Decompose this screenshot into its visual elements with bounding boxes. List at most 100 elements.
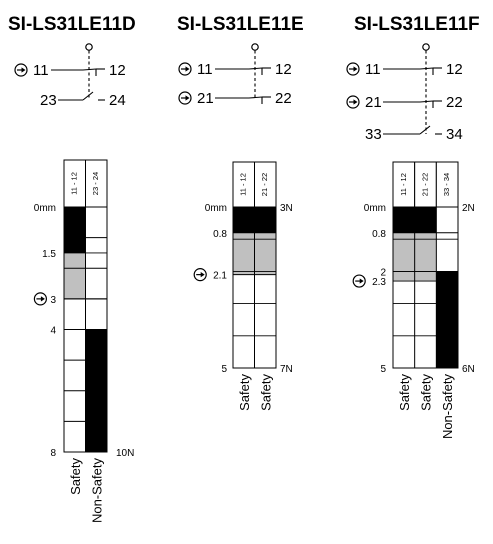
contact-category-label: Safety bbox=[397, 374, 412, 411]
terminal-label: 12 bbox=[109, 62, 126, 79]
contact-21-22: 21 22 bbox=[178, 90, 292, 107]
transition-bar bbox=[414, 232, 437, 282]
column-11-12 bbox=[393, 207, 415, 368]
terminal-label: 21 bbox=[197, 90, 214, 107]
force-start-label: 2N bbox=[462, 203, 475, 214]
model-title: SI-LS31LE11F bbox=[354, 14, 480, 35]
contact-category-label: Non-Safety bbox=[89, 458, 104, 524]
contact-23-24: 23 24 bbox=[40, 91, 126, 109]
switch-d: SI-LS31LE11D 11 12 23 24 11 - 12 23 - 24 0mm 1.5… bbox=[8, 14, 136, 523]
column-header: 11 - 12 bbox=[239, 173, 248, 196]
contact-blade bbox=[419, 125, 431, 135]
force-start-label: 3N bbox=[280, 203, 293, 214]
positive-opening-icon bbox=[178, 62, 192, 76]
contact-21-22: 21 22 bbox=[346, 94, 463, 111]
contact-blade bbox=[419, 67, 434, 70]
contact-category-label: Safety bbox=[258, 374, 273, 411]
chart-frame bbox=[232, 206, 277, 369]
positive-opening-icon bbox=[346, 62, 360, 76]
actuator-knob bbox=[251, 43, 259, 51]
travel-label: 2.1 bbox=[213, 271, 227, 282]
column-header: 21 - 22 bbox=[260, 173, 269, 196]
switch-e: SI-LS31LE11E 11 12 21 22 11 - 12 21 - 22 0mm 0.8… bbox=[177, 14, 304, 411]
contact-blade bbox=[248, 67, 263, 70]
terminal-label: 11 bbox=[33, 62, 49, 79]
contact-11-12: 11 12 bbox=[14, 62, 126, 79]
terminal-label: 12 bbox=[275, 61, 292, 78]
contact-blade bbox=[82, 91, 94, 101]
contact-11-12: 11 12 bbox=[178, 61, 292, 78]
travel-label: 0.8 bbox=[372, 229, 386, 240]
contact-category-label: Safety bbox=[68, 458, 83, 495]
column-header: 11 - 12 bbox=[70, 172, 79, 195]
force-end-label: 7N bbox=[280, 364, 293, 375]
chart-frame bbox=[392, 206, 459, 369]
positive-opening-icon bbox=[352, 274, 366, 288]
column-21-22 bbox=[414, 207, 437, 368]
travel-label: 2.3 bbox=[372, 277, 386, 288]
travel-label: 0mm bbox=[34, 203, 56, 214]
closed-bar bbox=[414, 207, 437, 233]
transition-bar bbox=[64, 252, 86, 299]
travel-label: 5 bbox=[380, 364, 386, 375]
terminal-label: 12 bbox=[446, 61, 463, 78]
positive-opening-icon bbox=[33, 292, 48, 306]
positive-opening-icon bbox=[14, 63, 28, 77]
travel-chart: 11 - 12 21 - 22 0mm 0.8 2.1 5 3N 7N Safety Safety bbox=[193, 161, 293, 411]
contact-blade bbox=[419, 100, 434, 103]
column-11-12 bbox=[233, 207, 255, 368]
model-title: SI-LS31LE11D bbox=[8, 14, 136, 35]
terminal-label: 34 bbox=[446, 126, 463, 143]
model-title: SI-LS31LE11E bbox=[177, 14, 304, 35]
travel-label: 2 bbox=[380, 267, 386, 278]
contact-symbol: 11 12 21 22 bbox=[178, 43, 292, 107]
terminal-label: 22 bbox=[275, 90, 292, 107]
closed-bar bbox=[436, 271, 458, 368]
actuator-knob bbox=[422, 43, 430, 51]
column-21-22 bbox=[254, 207, 276, 368]
column-header: 23 - 24 bbox=[91, 172, 100, 195]
travel-label: 1.5 bbox=[42, 249, 56, 260]
positive-opening-icon bbox=[346, 95, 360, 109]
travel-label: 8 bbox=[50, 448, 56, 459]
column-header: 21 - 22 bbox=[420, 173, 429, 196]
travel-label: 0mm bbox=[205, 203, 227, 214]
contact-blade bbox=[248, 96, 263, 99]
contact-11-12: 11 12 bbox=[346, 61, 463, 78]
terminal-label: 33 bbox=[365, 126, 382, 143]
closed-bar bbox=[64, 207, 86, 253]
contact-symbol: 11 12 21 22 33 34 bbox=[346, 43, 463, 143]
terminal-label: 23 bbox=[40, 92, 57, 109]
terminal-label: 11 bbox=[197, 61, 213, 78]
column-header: 11 - 12 bbox=[399, 173, 408, 196]
column-33-34 bbox=[436, 207, 458, 368]
travel-chart: 11 - 12 23 - 24 0mm 1.5 3 4 8 10N Safety Non-Safe… bbox=[33, 159, 134, 524]
closed-bar bbox=[233, 207, 255, 233]
closed-bar bbox=[393, 207, 415, 233]
terminal-label: 24 bbox=[109, 92, 126, 109]
force-end-label: 10N bbox=[116, 448, 134, 459]
actuator-knob bbox=[85, 43, 93, 51]
force-end-label: 6N bbox=[462, 364, 475, 375]
closed-bar bbox=[254, 207, 276, 233]
chart-frame bbox=[63, 206, 108, 453]
switch-f: SI-LS31LE11F 11 12 21 22 33 34 11 - 12 21 - 22 33… bbox=[346, 14, 480, 440]
travel-label: 4 bbox=[50, 326, 56, 337]
transition-bar bbox=[393, 232, 415, 282]
contact-symbol: 11 12 23 24 bbox=[14, 43, 126, 109]
contact-33-34: 33 34 bbox=[365, 125, 463, 143]
column-header: 33 - 34 bbox=[442, 173, 451, 196]
transition-bar bbox=[254, 232, 276, 275]
terminal-label: 22 bbox=[446, 94, 463, 111]
terminal-label: 11 bbox=[365, 61, 381, 78]
travel-label: 0.8 bbox=[213, 229, 227, 240]
contact-blade bbox=[82, 68, 97, 71]
travel-label: 0mm bbox=[364, 203, 386, 214]
travel-chart: 11 - 12 21 - 22 33 - 34 0mm 0.8 22.3 5 2N 6N Safe… bbox=[352, 161, 475, 440]
positive-opening-icon bbox=[193, 268, 207, 282]
travel-label: 5 bbox=[221, 364, 227, 375]
contact-category-label: Safety bbox=[419, 374, 434, 411]
contact-category-label: Safety bbox=[237, 374, 252, 411]
contact-category-label: Non-Safety bbox=[440, 374, 455, 440]
